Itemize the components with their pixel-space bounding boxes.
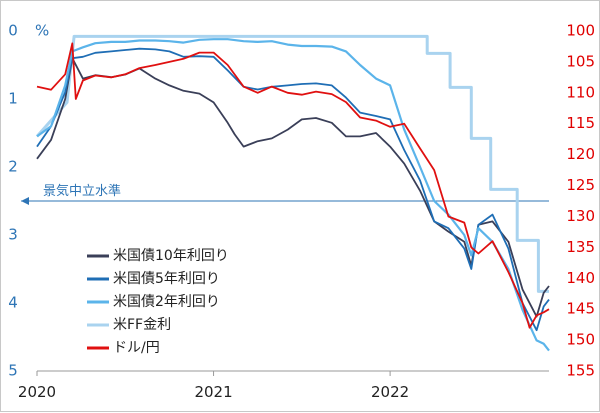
axis-lines <box>36 370 549 376</box>
left-tick-label: 3 <box>8 226 18 244</box>
reference-line-group: 景気中立水準 <box>21 183 549 205</box>
x-tick-label: 2021 <box>194 383 232 401</box>
left-tick-label: 1 <box>8 90 18 108</box>
right-tick-label: 140 <box>566 269 595 287</box>
series-group <box>35 34 550 352</box>
right-tick-label: 125 <box>566 176 595 194</box>
left-tick-label: 4 <box>8 294 18 312</box>
x-tick-label: 2020 <box>18 383 56 401</box>
series-line-3 <box>35 34 549 293</box>
right-tick-label: 150 <box>566 331 595 349</box>
right-tick-label: 105 <box>566 52 595 70</box>
tick-labels: 0 1 2 3 4 5% 100 105 110 115 120 125 130 135 140 145 150… <box>8 22 595 402</box>
series-line-4 <box>36 42 550 329</box>
right-tick-label: 145 <box>566 300 595 318</box>
x-tick-label: 2022 <box>371 383 409 401</box>
arrow-left-icon <box>21 197 29 205</box>
right-tick-label: 100 <box>566 22 595 40</box>
left-tick-label: 5 <box>8 362 18 380</box>
left-tick-label: 2 <box>8 158 18 176</box>
right-tick-label: 130 <box>566 207 595 225</box>
right-tick-label: 120 <box>566 145 595 163</box>
legend-label: 米国債10年利回り <box>113 248 229 264</box>
right-tick-label: 135 <box>566 238 595 256</box>
left-tick-label: 0 <box>8 22 18 40</box>
right-tick-label: 155 <box>566 362 595 380</box>
left-unit-label: % <box>35 22 49 40</box>
neutral-rate-label: 景気中立水準 <box>43 183 121 199</box>
legend-label: 米FF金利 <box>113 317 171 333</box>
series-line-2 <box>36 38 550 352</box>
legend-label: 米国債5年利回り <box>113 271 220 287</box>
right-tick-label: 110 <box>566 83 595 101</box>
legend-label: 米国債2年利回り <box>113 294 220 310</box>
legend-label: ドル/円 <box>113 340 160 356</box>
right-tick-label: 115 <box>566 114 595 132</box>
